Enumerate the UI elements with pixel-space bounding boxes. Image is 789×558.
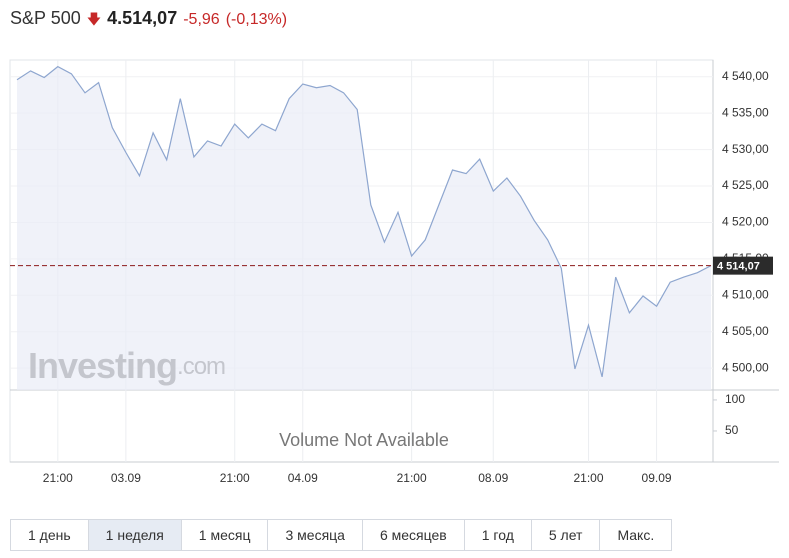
area-fill	[17, 66, 711, 390]
chart: 4 500,004 505,004 510,004 515,004 520,00…	[9, 59, 779, 485]
range-button[interactable]: 6 месяцев	[363, 520, 465, 550]
x-tick-label: 08.09	[478, 471, 508, 485]
change-pct: (-0,13%)	[225, 11, 288, 28]
y-tick-label: 4 505,00	[722, 324, 769, 338]
range-button[interactable]: 3 месяца	[268, 520, 363, 550]
symbol: S&P 500	[10, 8, 81, 28]
x-tick-label: 21:00	[574, 471, 604, 485]
y-tick-label: 100	[725, 392, 745, 406]
last-price-box	[713, 256, 773, 275]
y-tick-label: 4 520,00	[722, 215, 769, 229]
range-buttons: 1 день 1 неделя 1 месяц 3 месяца 6 месяцев 1 …	[10, 519, 673, 551]
x-tick-label: 09.09	[642, 471, 672, 485]
y-tick-label: 50	[725, 423, 739, 437]
range-button[interactable]: 1 день	[11, 520, 89, 550]
y-tick-label: 4 535,00	[722, 105, 769, 119]
quote-header: S&P 500 🡇 4.514,07 -5,96 (-0,13%)	[10, 8, 287, 34]
x-tick-label: 21:00	[397, 471, 427, 485]
price: 4.514,07	[107, 8, 178, 28]
change: -5,96	[183, 11, 220, 28]
y-tick-label: 4 525,00	[722, 178, 769, 192]
x-tick-label: 21:00	[43, 471, 73, 485]
range-button[interactable]: 1 год	[465, 520, 532, 550]
price-line	[16, 65, 712, 378]
range-button[interactable]: Макс.	[617, 527, 655, 543]
y-tick-label: 4 540,00	[722, 69, 769, 83]
volume-note: Volume Not Available	[279, 430, 449, 450]
last-price-label: 4 514,07	[717, 261, 760, 273]
x-tick-label: 21:00	[220, 471, 250, 485]
range-button[interactable]: 1 неделя	[88, 520, 182, 550]
x-tick-label: 04.09	[288, 471, 318, 485]
range-button[interactable]: 1 месяц	[182, 520, 269, 550]
y-tick-label: 4 510,00	[722, 287, 769, 301]
y-tick-label: 4 530,00	[722, 142, 769, 156]
y-tick-label: 4 500,00	[722, 360, 769, 374]
range-button[interactable]: 5 лет	[532, 520, 601, 550]
x-tick-label: 03.09	[111, 471, 141, 485]
down-arrow: 🡇	[86, 11, 102, 27]
